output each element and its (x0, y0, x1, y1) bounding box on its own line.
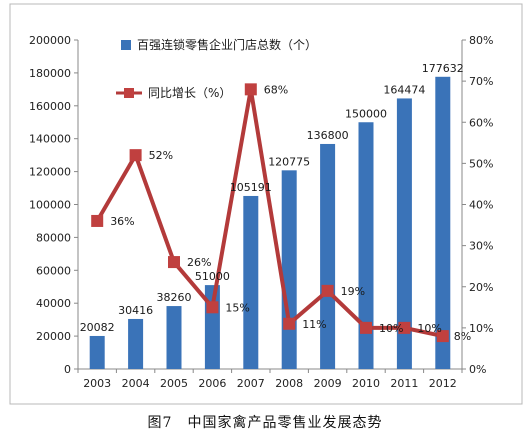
y-left-tick-label: 180000 (29, 67, 71, 80)
y-right-tick-label: 40% (469, 199, 493, 212)
bar-value-label: 105191 (230, 181, 272, 194)
legend-bar-swatch (121, 40, 131, 50)
y-left-tick-label: 20000 (36, 330, 71, 343)
growth-value-label: 36% (110, 215, 134, 228)
bar-2011 (396, 98, 412, 369)
x-tick-label: 2006 (198, 377, 226, 390)
growth-marker-2010 (360, 321, 372, 334)
y-left-tick-label: 40000 (36, 297, 71, 310)
legend-bar-label: 百强连锁零售企业门店总数（个） (137, 37, 317, 52)
growth-marker-2009 (321, 284, 334, 297)
growth-marker-2006 (206, 301, 219, 314)
bar-2009 (320, 143, 336, 369)
growth-marker-2005 (168, 256, 180, 269)
growth-value-label: 10% (417, 322, 441, 335)
bar-value-label: 20082 (80, 321, 115, 334)
x-tick-label: 2004 (122, 377, 150, 390)
growth-marker-2004 (129, 149, 142, 162)
y-right-tick-label: 60% (469, 116, 493, 129)
x-tick-label: 2010 (352, 377, 380, 390)
x-tick-label: 2011 (390, 377, 418, 390)
growth-marker-2003 (91, 214, 104, 227)
bar-value-label: 30416 (118, 304, 153, 317)
growth-value-label: 11% (302, 318, 326, 331)
bar-value-label: 164474 (383, 83, 425, 96)
axes-layer: 0 20000 40000 60000 80000 100000 120000 140000 1… (29, 34, 493, 390)
bar-value-label: 136800 (307, 129, 349, 142)
y-right-tick-label: 50% (469, 157, 493, 170)
y-left-tick-label: 60000 (36, 264, 71, 277)
x-tick-label: 2003 (83, 377, 111, 390)
bar-2003 (89, 335, 105, 369)
x-tick-label: 2012 (429, 377, 457, 390)
x-tick-label: 2008 (275, 377, 303, 390)
y-left-tick-label: 120000 (29, 166, 71, 179)
growth-value-label: 52% (149, 149, 173, 162)
growth-marker-2008 (283, 317, 296, 330)
bar-value-label: 150000 (345, 107, 387, 120)
bar-value-label: 177632 (422, 62, 464, 75)
x-tick-label: 2007 (237, 377, 265, 390)
bar-2008 (281, 170, 297, 369)
growth-value-label: 19% (341, 285, 365, 298)
bar-value-label: 38260 (157, 291, 192, 304)
y-right-tick-label: 70% (469, 75, 493, 88)
bar-2012 (435, 76, 451, 370)
y-left-tick-label: 0 (64, 363, 71, 376)
growth-value-label: 26% (187, 256, 211, 269)
y-right-tick-label: 80% (469, 34, 493, 47)
bar-2004 (128, 318, 144, 369)
line-layer (91, 83, 449, 343)
y-right-tick-label: 30% (469, 240, 493, 253)
y-right-tick-label: 0% (469, 363, 486, 376)
y-left-tick-label: 160000 (29, 100, 71, 113)
bar-2005 (166, 306, 182, 369)
bar-value-label: 51000 (195, 270, 230, 283)
growth-marker-2011 (398, 321, 411, 334)
legend: 百强连锁零售企业门店总数（个） 同比增长（%） (116, 37, 317, 100)
legend-line-marker (124, 88, 134, 98)
legend-line-label: 同比增长（%） (148, 86, 231, 100)
growth-line (95, 89, 444, 339)
growth-marker-2012 (436, 330, 449, 343)
growth-marker-2007 (244, 83, 257, 96)
growth-value-label: 15% (225, 301, 249, 314)
y-left-tick-label: 200000 (29, 34, 71, 47)
growth-value-label: 8% (454, 330, 471, 343)
bar-2010 (358, 122, 374, 369)
y-right-tick-label: 10% (469, 322, 493, 335)
growth-value-label: 10% (379, 322, 403, 335)
bars-layer (89, 76, 451, 370)
y-left-tick-label: 140000 (29, 133, 71, 146)
y-left-tick-label: 80000 (36, 231, 71, 244)
figure-caption: 图7 中国家禽产品零售业发展态势 (147, 415, 383, 431)
x-tick-label: 2009 (314, 377, 342, 390)
x-tick-label: 2005 (160, 377, 188, 390)
y-left-tick-label: 100000 (29, 199, 71, 212)
y-right-tick-label: 20% (469, 281, 493, 294)
bar-2007 (243, 195, 259, 369)
bar-value-label: 120775 (268, 155, 310, 168)
growth-value-label: 68% (264, 83, 288, 96)
